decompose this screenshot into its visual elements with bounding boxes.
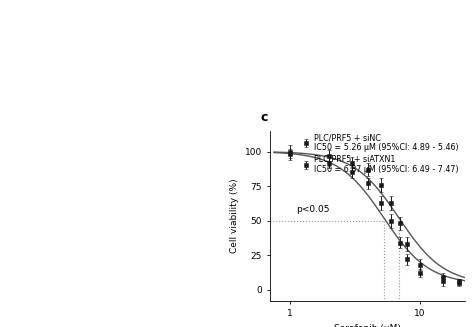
X-axis label: Sorafenib (μM): Sorafenib (μM) bbox=[334, 324, 401, 327]
Text: p<0.05: p<0.05 bbox=[296, 205, 329, 215]
Legend: PLC/PRF5 + siNC
IC50 = 5.26 μM (95%CI: 4.89 - 5.46), PLC/PRF5 + siATXN1
IC50 = 6: PLC/PRF5 + siNC IC50 = 5.26 μM (95%CI: 4… bbox=[300, 131, 461, 176]
Text: c: c bbox=[261, 111, 268, 124]
Y-axis label: Cell viability (%): Cell viability (%) bbox=[230, 179, 239, 253]
